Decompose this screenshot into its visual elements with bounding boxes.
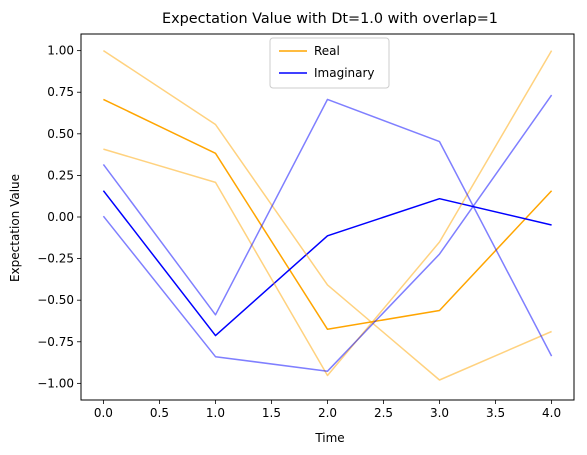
x-tick-label: 0.0 bbox=[94, 406, 113, 420]
y-tick-label: 0.75 bbox=[47, 85, 74, 99]
series-line-5 bbox=[102, 98, 553, 357]
y-tick-label: −1.00 bbox=[37, 376, 74, 390]
x-tick-label: 1.5 bbox=[262, 406, 281, 420]
y-axis-label: Expectation Value bbox=[8, 174, 22, 282]
y-tick-label: −0.25 bbox=[37, 252, 74, 266]
y-axis: −1.00 −0.75 −0.50 −0.25 0.00 0.25 0.50 0.75 1.00 bbox=[37, 44, 81, 390]
x-axis-label: Time bbox=[314, 431, 344, 445]
plot-area-frame bbox=[80, 33, 575, 401]
x-tick-label: 3.5 bbox=[486, 406, 505, 420]
legend: Real Imaginary bbox=[269, 37, 390, 89]
legend-label-real: Real bbox=[314, 44, 340, 58]
x-tick-label: 0.5 bbox=[150, 406, 169, 420]
y-tick-label: −0.75 bbox=[37, 335, 74, 349]
x-tick-label: 2.5 bbox=[374, 406, 393, 420]
x-tick-label: 1.0 bbox=[206, 406, 225, 420]
chart-title: Expectation Value with Dt=1.0 with overl… bbox=[162, 11, 498, 27]
x-tick-label: 3.0 bbox=[430, 406, 449, 420]
series-line-4 bbox=[103, 50, 553, 377]
y-tick-label: 0.50 bbox=[47, 127, 74, 141]
x-axis: 0.0 0.5 1.0 1.5 2.0 2.5 3.0 3.5 4.0 bbox=[94, 400, 561, 420]
y-tick-label: −0.50 bbox=[37, 293, 74, 307]
series-line-real bbox=[103, 98, 553, 331]
series-line-3 bbox=[102, 49, 552, 381]
y-tick-label: 0.25 bbox=[47, 168, 74, 182]
y-tick-label: 0.00 bbox=[47, 210, 74, 224]
y-tick-label: 1.00 bbox=[47, 44, 74, 58]
legend-label-imaginary: Imaginary bbox=[314, 66, 375, 80]
series-line-6 bbox=[102, 94, 553, 372]
x-tick-label: 4.0 bbox=[542, 406, 561, 420]
series-layer bbox=[102, 49, 553, 381]
series-line-imaginary bbox=[102, 190, 552, 337]
x-tick-label: 2.0 bbox=[318, 406, 337, 420]
